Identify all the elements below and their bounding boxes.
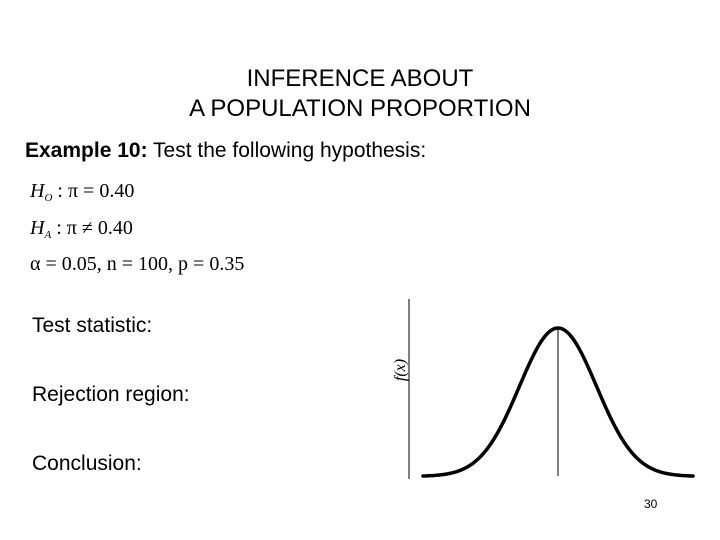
null-hypothesis-statement: : π = 0.40 xyxy=(57,180,135,202)
alt-hypothesis-statement: : π ≠ 0.40 xyxy=(56,217,133,239)
page-number: 30 xyxy=(644,497,658,511)
alternative-hypothesis: HA : π ≠ 0.40 xyxy=(30,217,133,241)
y-axis-label: f(x) xyxy=(392,359,409,381)
test-statistic-label: Test statistic: xyxy=(32,314,153,337)
example-text: Test the following hypothesis: xyxy=(147,139,427,162)
alt-hypothesis-subscript: A xyxy=(44,229,52,241)
slide-title: INFERENCE ABOUT A POPULATION PROPORTION xyxy=(0,64,720,124)
conclusion-label: Conclusion: xyxy=(32,452,142,475)
parameters-line: α = 0.05, n = 100, p = 0.35 xyxy=(30,253,245,275)
null-hypothesis-symbol: H xyxy=(30,180,45,202)
null-hypothesis-subscript: O xyxy=(44,192,53,204)
example-heading: Example 10: Test the following hypothesi… xyxy=(25,139,426,163)
normal-curve-chart: f(x) xyxy=(392,299,695,479)
example-label: Example 10: xyxy=(25,139,148,162)
title-line-2: A POPULATION PROPORTION xyxy=(189,95,531,122)
rejection-region-label: Rejection region: xyxy=(32,383,190,406)
null-hypothesis: HO : π = 0.40 xyxy=(30,180,134,204)
title-line-1: INFERENCE ABOUT xyxy=(246,65,474,92)
alt-hypothesis-symbol: H xyxy=(30,217,45,239)
